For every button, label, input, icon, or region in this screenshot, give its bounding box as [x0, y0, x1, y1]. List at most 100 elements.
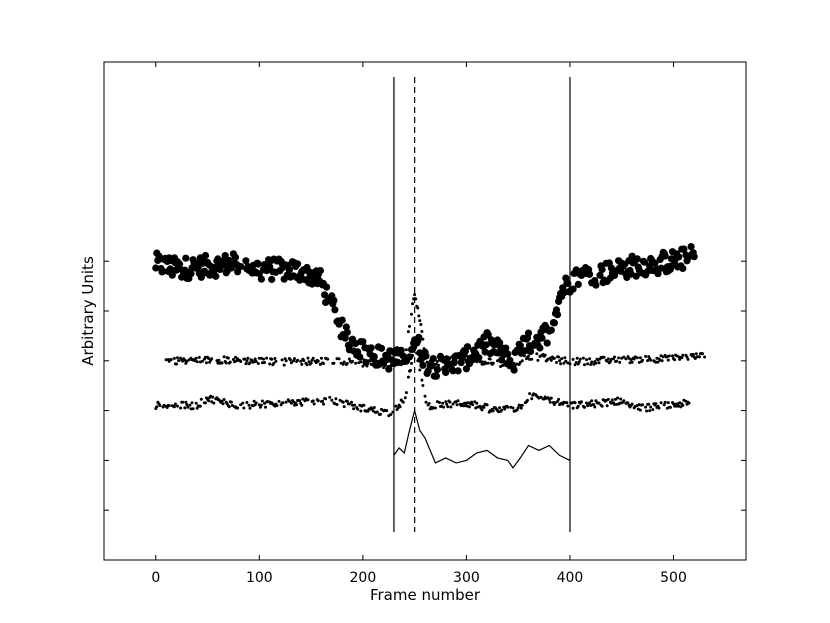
small-data-point [248, 361, 252, 365]
small-data-point [284, 400, 288, 404]
large-data-point [187, 270, 195, 278]
small-data-point [422, 347, 426, 351]
small-data-point [441, 401, 445, 405]
small-data-point [660, 359, 664, 363]
small-data-point [172, 405, 176, 409]
small-data-point [442, 405, 446, 409]
small-data-point [337, 357, 341, 361]
large-data-point [415, 333, 423, 341]
small-data-point [622, 399, 626, 403]
small-data-point [681, 353, 685, 357]
small-data-point [519, 406, 523, 410]
small-data-point [687, 401, 691, 405]
small-data-point [645, 409, 649, 413]
small-data-point [322, 362, 325, 365]
small-data-point [666, 358, 670, 362]
small-data-point [366, 409, 370, 413]
small-data-point [622, 355, 626, 359]
small-data-point [417, 314, 421, 318]
small-data-point [500, 408, 504, 412]
large-data-point [397, 346, 405, 354]
small-data-point [651, 408, 655, 412]
small-data-point [588, 357, 592, 361]
small-data-point [352, 407, 356, 411]
small-data-point [656, 360, 660, 364]
small-data-point [577, 360, 581, 364]
small-data-point [427, 362, 431, 366]
small-data-point [530, 357, 534, 361]
small-data-point [445, 402, 449, 406]
small-data-point [403, 396, 407, 400]
small-data-point [590, 360, 594, 364]
small-data-point [359, 360, 363, 364]
small-data-point [316, 399, 320, 403]
small-data-point [356, 407, 360, 411]
large-data-point [237, 263, 245, 271]
small-data-point [318, 362, 322, 366]
small-data-point [332, 361, 336, 365]
small-data-point [347, 357, 351, 361]
small-data-point [586, 362, 590, 366]
small-data-point [548, 400, 552, 404]
small-data-point [644, 405, 648, 409]
small-data-point [177, 359, 181, 363]
small-data-point [641, 403, 644, 407]
small-data-point [646, 359, 650, 363]
small-data-point [403, 355, 407, 359]
small-data-point [241, 401, 245, 405]
small-data-point [662, 403, 666, 407]
small-data-point [385, 409, 389, 413]
large-data-point [679, 264, 687, 272]
small-data-point [476, 355, 480, 359]
plot-area [152, 243, 707, 469]
large-data-point [527, 347, 535, 356]
x-axis-label: Frame number [370, 586, 481, 604]
small-data-point [316, 359, 320, 363]
small-data-point [204, 401, 207, 405]
small-data-point [200, 359, 204, 363]
small-data-point [635, 356, 639, 360]
large-data-point [690, 253, 698, 261]
small-data-point [274, 359, 278, 363]
small-data-point [368, 359, 372, 363]
small-data-point [454, 359, 458, 363]
small-data-point [583, 363, 586, 367]
small-data-point [564, 359, 568, 363]
small-data-point [543, 353, 547, 357]
large-data-point [197, 273, 205, 281]
small-data-point [693, 357, 697, 360]
small-data-point [626, 401, 630, 405]
small-data-point [280, 358, 284, 362]
small-data-point [195, 360, 199, 364]
small-data-point [423, 394, 427, 398]
axes-frame [103, 61, 747, 561]
large-data-point [640, 258, 649, 266]
small-data-point [516, 406, 520, 410]
large-data-point [331, 306, 339, 314]
small-data-point [579, 400, 583, 404]
small-data-point [183, 406, 187, 410]
small-data-point [359, 409, 363, 413]
small-data-point [560, 357, 564, 361]
small-data-point [231, 358, 235, 361]
small-data-point [244, 362, 248, 366]
small-data-point [571, 406, 575, 410]
small-data-point [406, 330, 410, 334]
small-data-point [456, 399, 460, 403]
small-data-point [474, 357, 478, 361]
small-data-point [311, 356, 315, 360]
small-data-point [657, 406, 661, 410]
small-data-point [563, 356, 567, 360]
small-data-point [649, 405, 653, 409]
small-data-point [449, 405, 453, 409]
small-data-point [616, 396, 620, 400]
small-data-point [295, 403, 299, 407]
small-data-point [239, 360, 243, 363]
small-data-point [585, 358, 588, 362]
small-data-point [467, 358, 470, 362]
small-data-point [409, 368, 412, 372]
large-data-point [294, 260, 302, 268]
large-data-point [338, 316, 346, 324]
large-data-point [596, 271, 604, 279]
